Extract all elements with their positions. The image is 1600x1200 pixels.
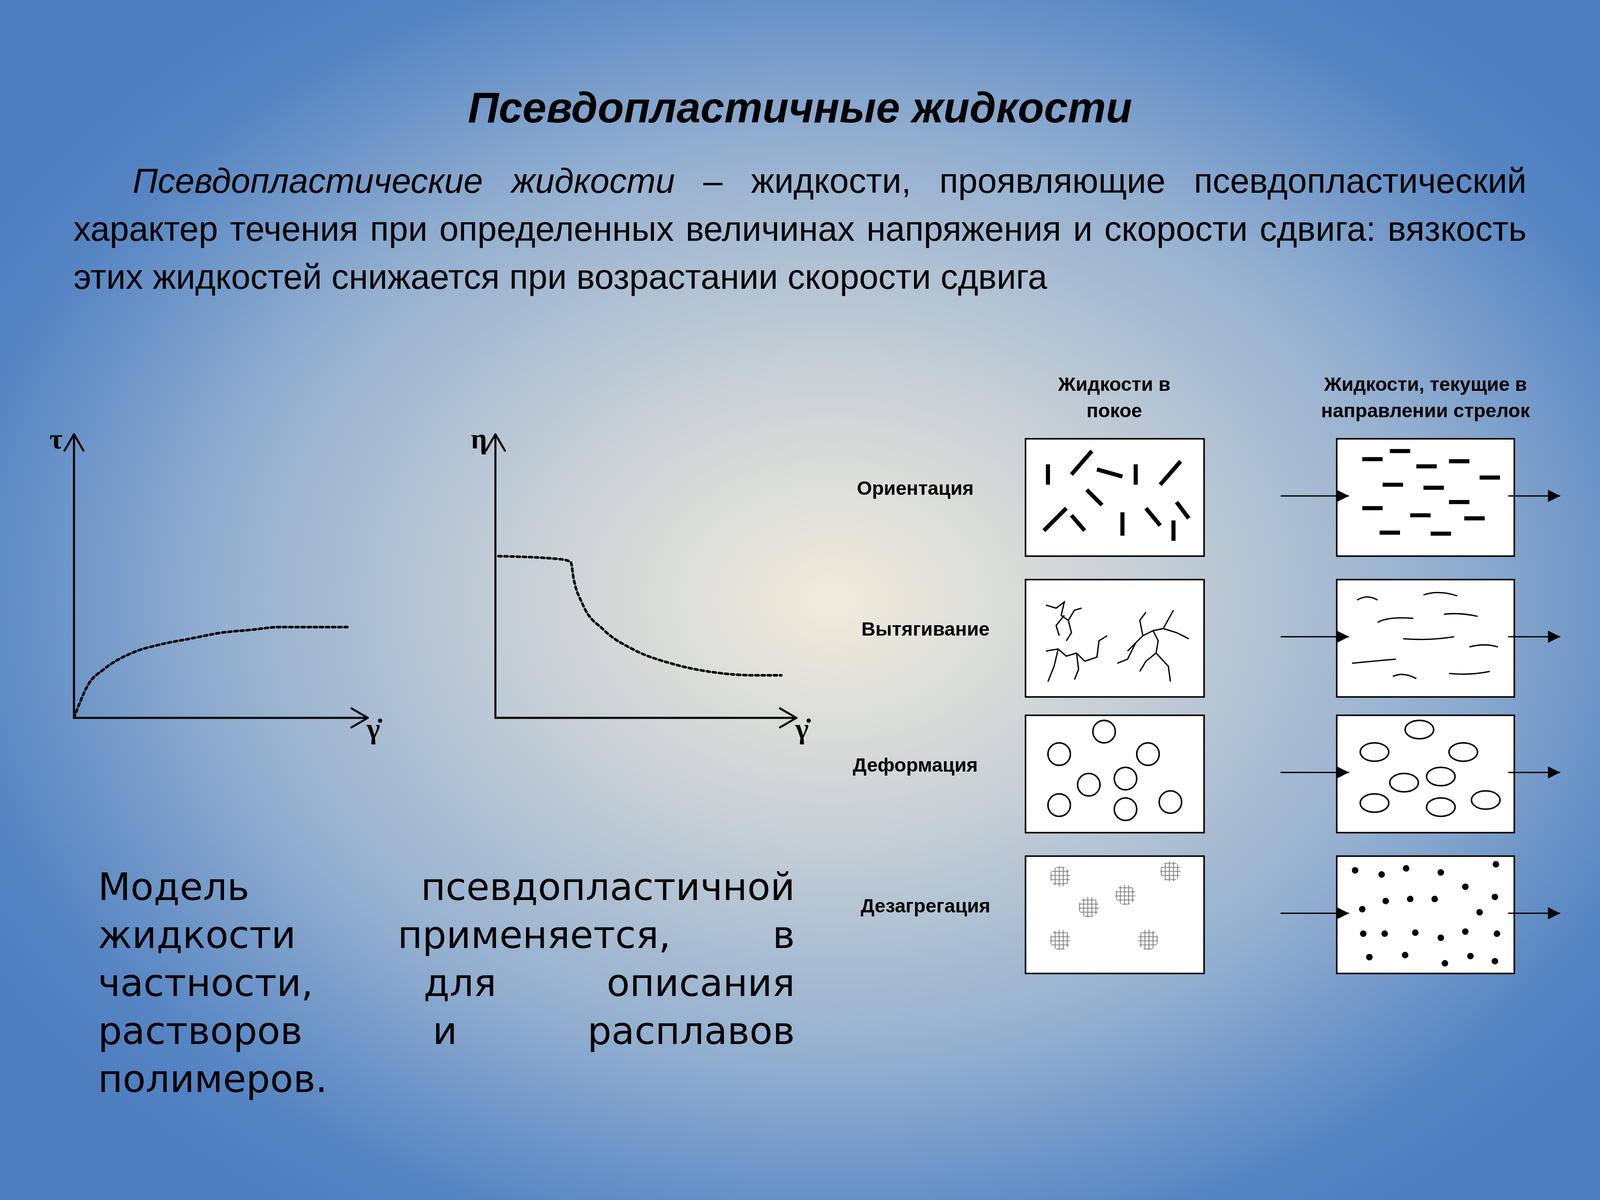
html-text:Модель псевдопластичной жидкос: Модель псевдопластичной жидкости применя… — [97, 865, 795, 1102]
svg-text:γ̇: γ̇ — [794, 712, 811, 745]
svg-text:η: η — [470, 422, 488, 455]
html-text:Дезагрегация: Дезагрегация — [860, 894, 991, 917]
html-text:Деформация: Деформация — [852, 754, 978, 776]
html-text:Псевдопластические жидкости –: Псевдопластические жидкости – жидкости, … — [73, 161, 1527, 296]
svg-text:τ: τ — [49, 422, 63, 455]
svg-text:γ̇: γ̇ — [366, 712, 383, 745]
html-text:Жидкости в покое: Жидкости в покое — [1058, 373, 1171, 422]
html-text:Вытягивание: Вытягивание — [861, 618, 990, 640]
html-text:Жидкости, текущие в направлени: Жидкости, текущие в направлении стрелок — [1321, 373, 1530, 422]
html-text:Псевдопластичные жидкости: Псевдопластичные жидкости — [467, 83, 1133, 132]
html-text:Ориентация: Ориентация — [856, 477, 974, 499]
